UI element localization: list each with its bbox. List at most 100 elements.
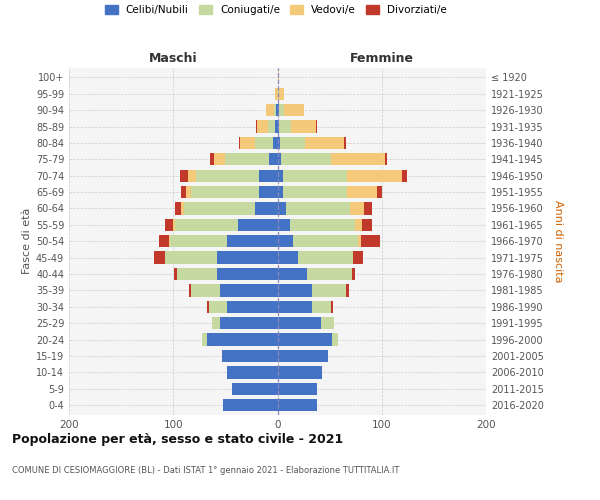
Bar: [277, 218, 290, 231]
Bar: [290, 218, 355, 231]
Bar: [346, 284, 349, 296]
Bar: [189, 284, 191, 296]
Bar: [277, 88, 278, 100]
Text: Femmine: Femmine: [350, 52, 414, 65]
Bar: [312, 300, 331, 313]
Bar: [217, 268, 277, 280]
Bar: [254, 137, 274, 149]
Bar: [298, 252, 353, 264]
Bar: [222, 350, 277, 362]
Y-axis label: Fasce di età: Fasce di età: [22, 208, 32, 274]
Bar: [355, 218, 362, 231]
Bar: [277, 317, 321, 330]
Bar: [257, 120, 268, 132]
Bar: [191, 186, 259, 198]
Bar: [209, 300, 227, 313]
Bar: [210, 153, 214, 166]
Bar: [206, 300, 209, 313]
Bar: [347, 186, 377, 198]
Bar: [377, 186, 382, 198]
Bar: [277, 104, 278, 117]
Bar: [277, 235, 293, 248]
Bar: [277, 71, 278, 84]
Bar: [240, 137, 254, 149]
Bar: [353, 252, 363, 264]
Bar: [184, 202, 254, 214]
Bar: [362, 218, 373, 231]
Text: Popolazione per età, sesso e stato civile - 2021: Popolazione per età, sesso e stato civil…: [12, 432, 343, 446]
Bar: [169, 235, 170, 248]
Bar: [278, 120, 291, 132]
Y-axis label: Anni di nascita: Anni di nascita: [553, 200, 563, 282]
Bar: [277, 268, 307, 280]
Bar: [283, 186, 347, 198]
Bar: [277, 399, 317, 411]
Bar: [312, 284, 346, 296]
Bar: [305, 137, 344, 149]
Bar: [175, 202, 181, 214]
Bar: [165, 218, 173, 231]
Bar: [277, 300, 312, 313]
Bar: [344, 137, 346, 149]
Bar: [331, 153, 385, 166]
Bar: [321, 317, 334, 330]
Bar: [227, 235, 277, 248]
Bar: [227, 366, 277, 378]
Bar: [239, 137, 240, 149]
Bar: [186, 186, 191, 198]
Bar: [212, 317, 220, 330]
Bar: [227, 300, 277, 313]
Bar: [332, 334, 338, 345]
Bar: [223, 399, 277, 411]
Bar: [175, 218, 238, 231]
Bar: [202, 334, 206, 345]
Bar: [158, 235, 169, 248]
Bar: [214, 153, 226, 166]
Bar: [291, 120, 316, 132]
Bar: [350, 202, 364, 214]
Bar: [401, 170, 407, 182]
Bar: [280, 137, 305, 149]
Bar: [283, 170, 347, 182]
Bar: [278, 88, 284, 100]
Bar: [275, 88, 277, 100]
Bar: [220, 317, 277, 330]
Bar: [238, 218, 277, 231]
Bar: [191, 284, 220, 296]
Bar: [358, 235, 361, 248]
Bar: [196, 170, 259, 182]
Bar: [268, 120, 275, 132]
Bar: [232, 382, 277, 395]
Legend: Celibi/Nubili, Coniugati/e, Vedovi/e, Divorziati/e: Celibi/Nubili, Coniugati/e, Vedovi/e, Di…: [105, 5, 447, 15]
Bar: [281, 153, 331, 166]
Bar: [385, 153, 387, 166]
Bar: [179, 170, 188, 182]
Bar: [206, 334, 277, 345]
Bar: [254, 202, 277, 214]
Bar: [170, 235, 227, 248]
Bar: [277, 252, 298, 264]
Bar: [173, 218, 175, 231]
Bar: [277, 334, 332, 345]
Bar: [277, 202, 286, 214]
Bar: [361, 235, 380, 248]
Bar: [217, 252, 277, 264]
Bar: [284, 104, 304, 117]
Bar: [277, 153, 281, 166]
Bar: [278, 104, 284, 117]
Bar: [181, 202, 184, 214]
Bar: [226, 153, 269, 166]
Text: Maschi: Maschi: [149, 52, 197, 65]
Bar: [277, 284, 312, 296]
Bar: [277, 382, 317, 395]
Bar: [307, 268, 352, 280]
Text: COMUNE DI CESIOMAGGIORE (BL) - Dati ISTAT 1° gennaio 2021 - Elaborazione TUTTITA: COMUNE DI CESIOMAGGIORE (BL) - Dati ISTA…: [12, 466, 400, 475]
Bar: [277, 137, 280, 149]
Bar: [178, 268, 217, 280]
Bar: [277, 350, 328, 362]
Bar: [220, 284, 277, 296]
Bar: [275, 120, 277, 132]
Bar: [286, 202, 350, 214]
Bar: [352, 268, 355, 280]
Bar: [256, 120, 257, 132]
